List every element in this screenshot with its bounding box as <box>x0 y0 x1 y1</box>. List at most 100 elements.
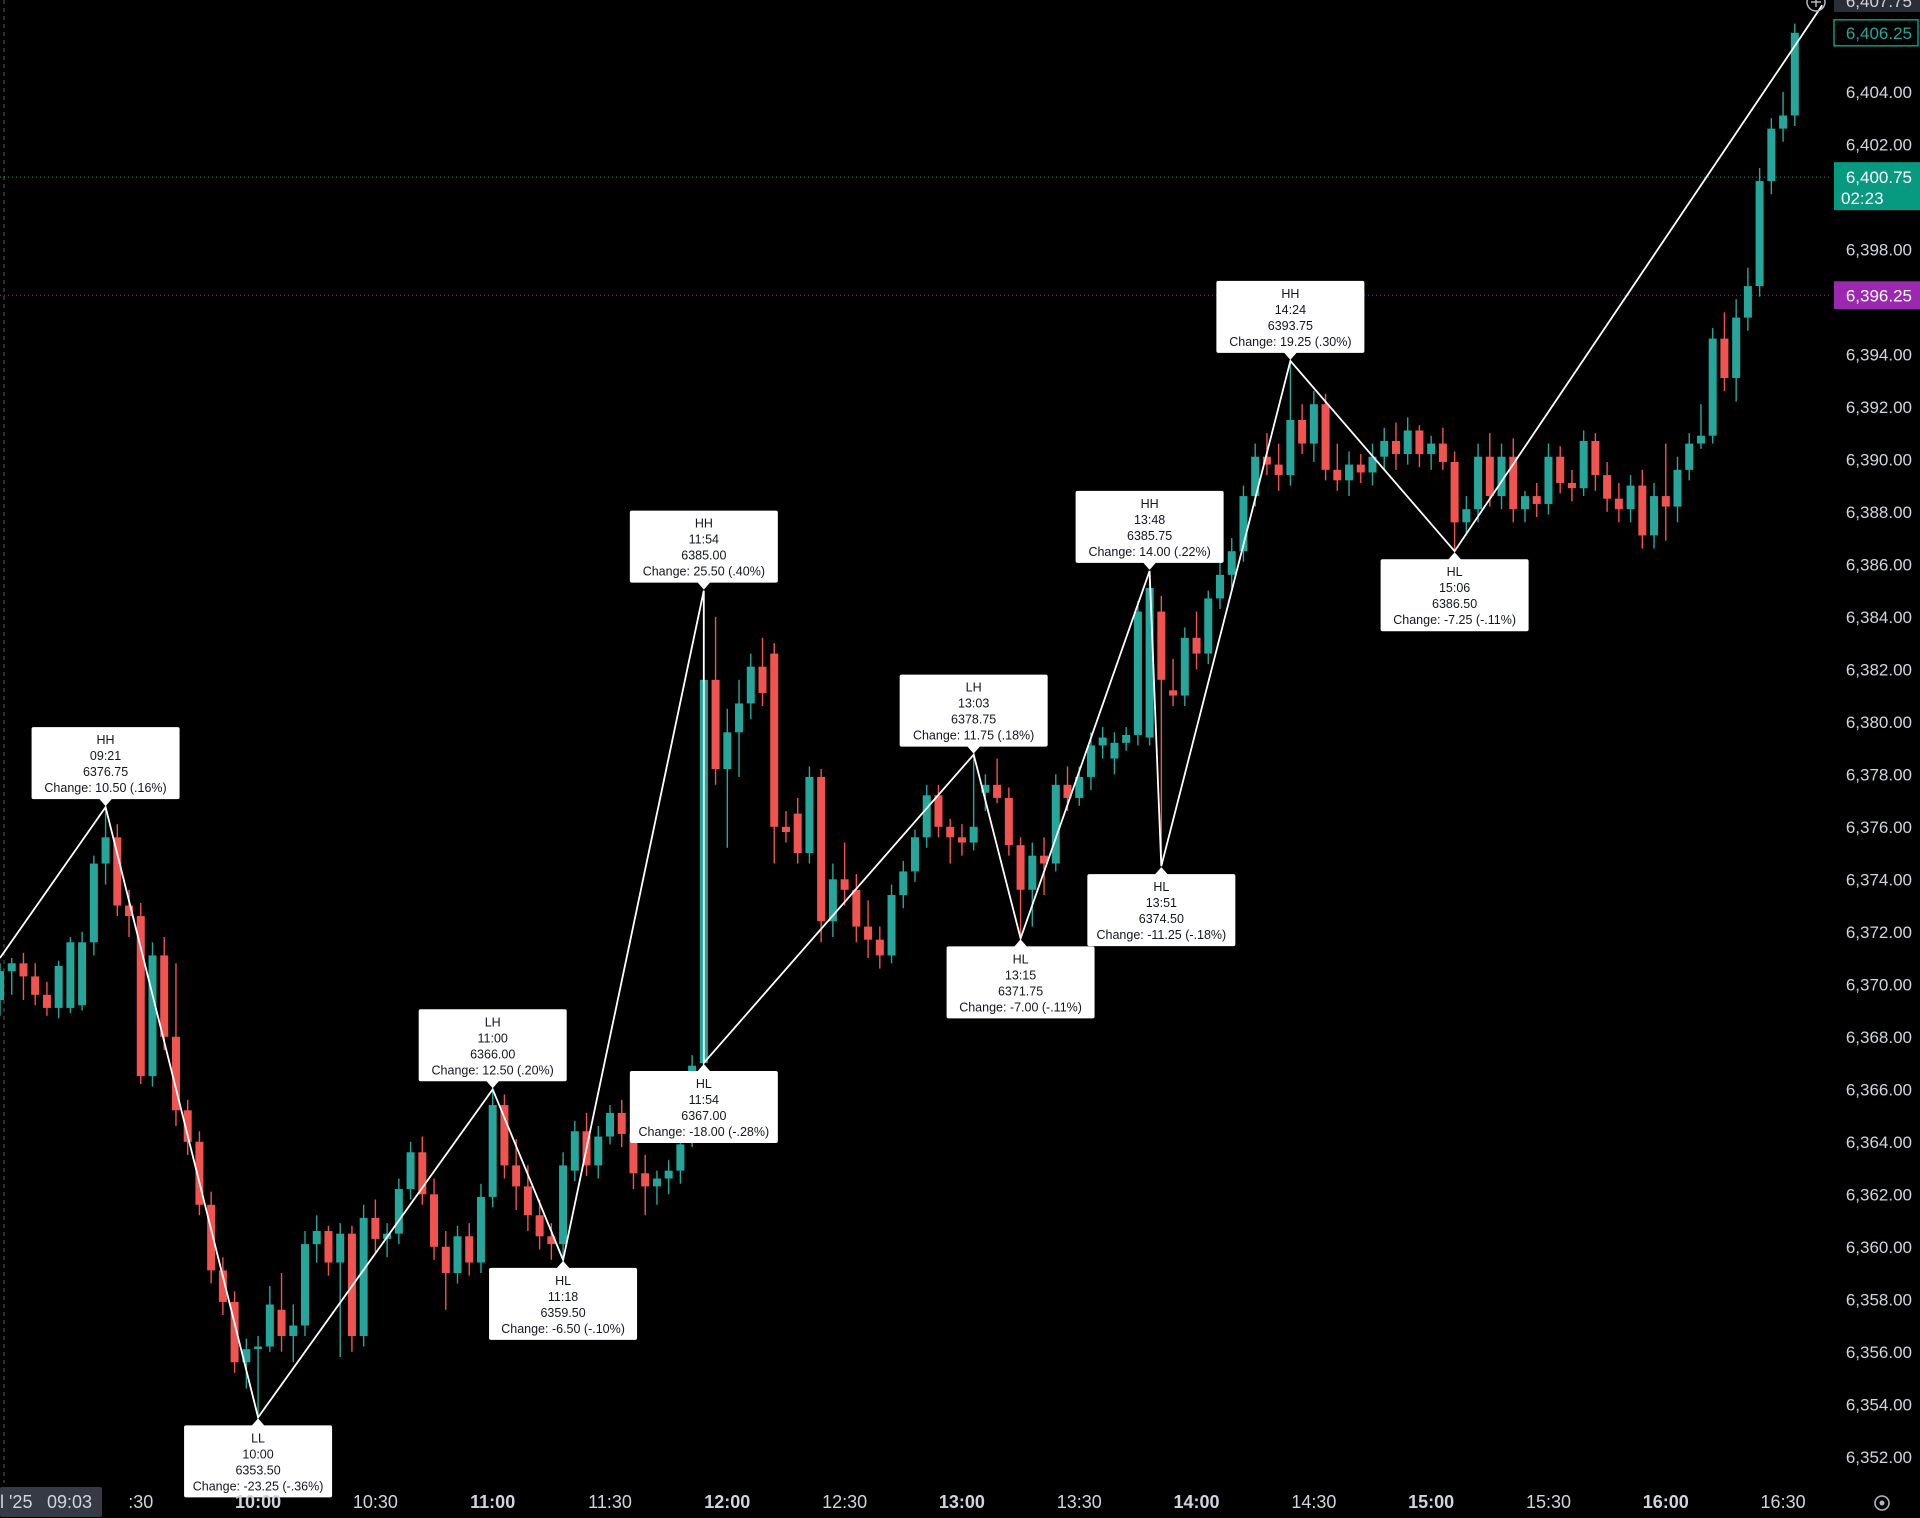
time-axis[interactable]: :30 10:00 10:30 11:00 11:30 12:00 12:30 13:00 13… <box>128 1492 1805 1512</box>
candle-up <box>359 1204 368 1347</box>
candle-down <box>946 818 955 864</box>
candle-body <box>125 905 134 917</box>
candle-up <box>1403 417 1412 465</box>
pivot-type: HH <box>97 733 115 747</box>
candle-body <box>993 784 1002 798</box>
candle-body <box>1450 461 1459 523</box>
price-tag-box <box>1834 162 1920 211</box>
crosshair-date: l '25 <box>0 1492 32 1512</box>
candle-body <box>301 1244 309 1326</box>
candle-body <box>1028 855 1037 890</box>
candle-up <box>969 754 978 851</box>
candle-body <box>324 1231 333 1263</box>
candle-body <box>617 1112 626 1134</box>
candle-up <box>594 1126 603 1179</box>
candle-up <box>828 863 837 938</box>
price-tick-label: 6,384.00 <box>1846 608 1912 627</box>
pivot-type: HL <box>1153 880 1169 894</box>
pivot-change: Change: -11.25 (-.18%) <box>1096 928 1226 942</box>
candle-body <box>1145 587 1154 738</box>
price-tag-box <box>1834 0 1920 12</box>
candle-body <box>242 1349 251 1363</box>
candle-body <box>1063 784 1072 798</box>
settings-gear-icon <box>1874 1495 1890 1511</box>
candle-body <box>465 1236 474 1263</box>
candle-body <box>1614 498 1623 510</box>
candle-body <box>1755 181 1764 287</box>
candle-body <box>1192 637 1201 654</box>
candle-body <box>1779 115 1788 129</box>
candle-body <box>1227 551 1236 575</box>
candle-down <box>840 842 849 906</box>
pivot-label-hh: HH 14:24 6393.75 Change: 19.25 (.30%) <box>1216 280 1365 360</box>
candle-body <box>1333 469 1342 481</box>
candle-up <box>1685 433 1694 481</box>
candle-body <box>265 1304 274 1347</box>
candle-body <box>641 1173 650 1187</box>
candle-body <box>1345 464 1354 481</box>
pivot-type: LL <box>251 1431 265 1445</box>
candle-down <box>230 1291 239 1373</box>
price-tag: 6,406.25 <box>1833 19 1919 47</box>
candle-down <box>207 1191 216 1284</box>
candle-down <box>852 874 861 943</box>
pivot-box <box>629 510 778 583</box>
candle-body <box>1685 443 1694 470</box>
candle-down <box>1532 482 1541 518</box>
candle-down <box>1661 443 1670 541</box>
price-tick-label: 6,354.00 <box>1846 1395 1912 1414</box>
pivot-time: 13:51 <box>1146 896 1177 910</box>
candle-body <box>160 955 169 1037</box>
add-alert-icon <box>1806 0 1826 12</box>
candle-body <box>664 1170 673 1179</box>
pivot-change: Change: 14.00 (.22%) <box>1088 545 1210 559</box>
candle-body <box>1040 855 1049 864</box>
candle-up <box>746 653 755 720</box>
candle-body <box>1567 482 1576 489</box>
candle-up <box>1239 485 1248 562</box>
candle-body <box>1673 469 1682 507</box>
time-tick-label: 12:30 <box>822 1492 867 1512</box>
candle-body <box>723 732 732 770</box>
candle-body <box>1086 745 1095 777</box>
candle-up <box>488 1089 497 1208</box>
candle-body <box>336 1233 345 1263</box>
price-tag-label: 6,396.25 <box>1846 286 1912 305</box>
pivot-price: 6386.50 <box>1432 597 1477 611</box>
candle-up <box>899 860 908 909</box>
candle-body <box>1309 404 1318 444</box>
price-tick-label: 6,392.00 <box>1846 398 1912 417</box>
candle-body <box>230 1301 239 1363</box>
candle-body <box>969 826 978 843</box>
pivot-pointer <box>98 798 113 807</box>
price-tick-label: 6,394.00 <box>1846 345 1912 364</box>
candle-up <box>289 1304 298 1363</box>
chart-overlays: l '25 09:03 <box>0 1487 1890 1517</box>
pivot-type: HH <box>1141 497 1159 511</box>
price-tick-label: 6,358.00 <box>1846 1290 1912 1309</box>
time-tick-label: :30 <box>128 1492 153 1512</box>
candle-body <box>1368 456 1377 473</box>
candle-up <box>1086 732 1095 791</box>
candle-down <box>1391 422 1400 470</box>
candle-body <box>981 784 990 793</box>
price-axis[interactable]: 6,352.00 6,354.00 6,356.00 6,358.00 6,360.00… <box>1846 83 1912 1467</box>
candle-body <box>1110 742 1119 759</box>
price-tag-label: 6,406.25 <box>1846 24 1912 43</box>
candle-up <box>570 1120 579 1182</box>
candle-up <box>1743 267 1752 331</box>
pivot-time: 09:21 <box>90 749 121 763</box>
candle-down <box>418 1136 427 1205</box>
candle-up <box>148 942 157 1087</box>
candle-body <box>770 653 779 827</box>
pivot-box <box>1380 559 1529 632</box>
candle-up <box>606 1105 614 1145</box>
candle-down <box>1638 469 1647 549</box>
crosshair-box <box>0 1487 102 1517</box>
candle-body <box>547 1236 556 1245</box>
candle-up <box>1380 427 1389 470</box>
pivot-pointer <box>1447 552 1462 561</box>
crosshair-time-label: l '25 09:03 <box>0 1487 102 1517</box>
candle-body <box>1133 611 1142 735</box>
